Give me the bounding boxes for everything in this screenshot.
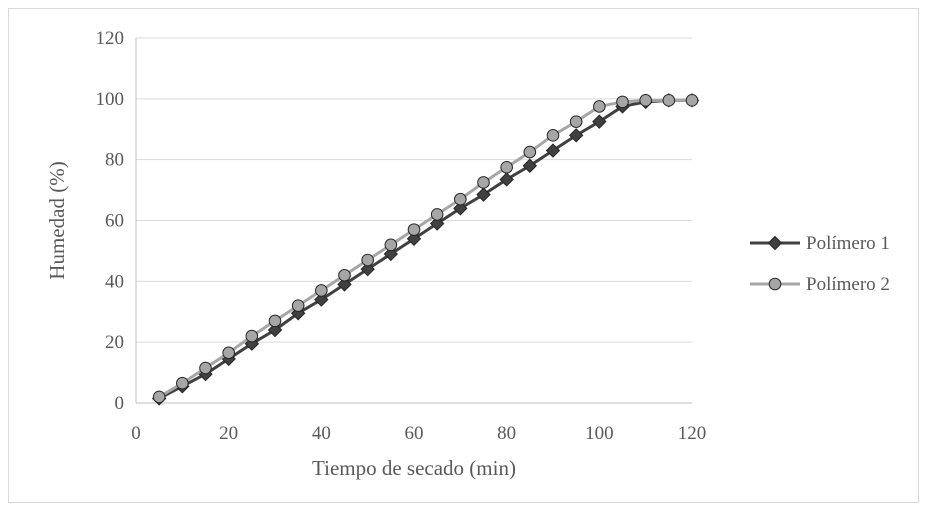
- data-point: [291, 299, 305, 312]
- data-point: [546, 129, 560, 142]
- y-tick-label: 100: [96, 89, 125, 110]
- x-tick-label: 120: [678, 423, 707, 444]
- legend-item-1: Polímero 1: [750, 233, 890, 254]
- data-point: [407, 223, 421, 236]
- series-line: [158, 98, 692, 400]
- data-point: [569, 115, 583, 128]
- data-point: [568, 128, 584, 143]
- legend-item-2: Polímero 2: [750, 274, 890, 295]
- data-point: [360, 261, 375, 277]
- x-axis-title: Tiempo de secado (min): [312, 456, 516, 480]
- data-point: [453, 201, 468, 216]
- legend-marker: [767, 235, 783, 251]
- x-tick-label: 100: [585, 423, 614, 444]
- y-axis-title: Humedad (%): [45, 161, 69, 279]
- legend-marker: [768, 277, 782, 291]
- data-point: [593, 100, 606, 113]
- data-point: [500, 160, 513, 174]
- gridlines: [136, 37, 692, 343]
- data-point: [639, 94, 652, 107]
- x-tick-label: 80: [497, 423, 516, 444]
- data-point: [545, 143, 561, 158]
- data-point: [477, 176, 490, 189]
- data-point: [685, 94, 699, 107]
- data-point: [499, 172, 514, 187]
- data-point: [454, 192, 467, 206]
- data-point: [384, 238, 398, 252]
- legend-label: Polímero 2: [806, 274, 890, 295]
- data-point: [176, 376, 189, 390]
- data-point: [662, 94, 676, 107]
- x-tick-label: 40: [312, 423, 331, 444]
- data-point: [383, 246, 399, 262]
- y-tick-label: 120: [96, 28, 125, 49]
- data-point: [522, 158, 538, 173]
- data-series: [151, 93, 700, 406]
- y-tick-label: 60: [105, 211, 124, 232]
- y-tick-label: 0: [115, 393, 125, 414]
- data-point: [592, 114, 607, 129]
- data-point: [476, 187, 491, 202]
- data-point: [199, 361, 212, 375]
- data-point: [523, 145, 537, 159]
- y-tick-label: 20: [105, 332, 124, 353]
- data-point: [430, 208, 444, 221]
- series-1: [151, 93, 700, 406]
- axes: [135, 38, 692, 404]
- data-point: [267, 322, 283, 338]
- legend: Polímero 1 Polímero 2: [750, 233, 890, 295]
- x-tick-label: 0: [131, 423, 141, 444]
- legend-label: Polímero 1: [806, 233, 890, 254]
- data-point: [152, 390, 166, 404]
- data-point: [314, 292, 329, 307]
- data-point: [268, 314, 282, 328]
- y-tick-label: 80: [105, 150, 124, 171]
- data-point: [315, 284, 328, 297]
- tick-labels: 0 20 40 60 80 100 120 0 20 40 60 80 100 120: [96, 28, 707, 444]
- data-point: [406, 231, 422, 246]
- data-point: [616, 95, 629, 109]
- data-point: [222, 346, 235, 360]
- data-point: [338, 268, 351, 282]
- data-point: [245, 329, 259, 343]
- series-2: [152, 94, 699, 404]
- x-tick-label: 20: [219, 423, 238, 444]
- data-point: [361, 253, 374, 267]
- chart-frame: [8, 8, 919, 503]
- x-tick-label: 60: [405, 423, 424, 444]
- data-point: [429, 216, 445, 231]
- data-point: [337, 277, 352, 292]
- y-tick-label: 40: [105, 271, 124, 292]
